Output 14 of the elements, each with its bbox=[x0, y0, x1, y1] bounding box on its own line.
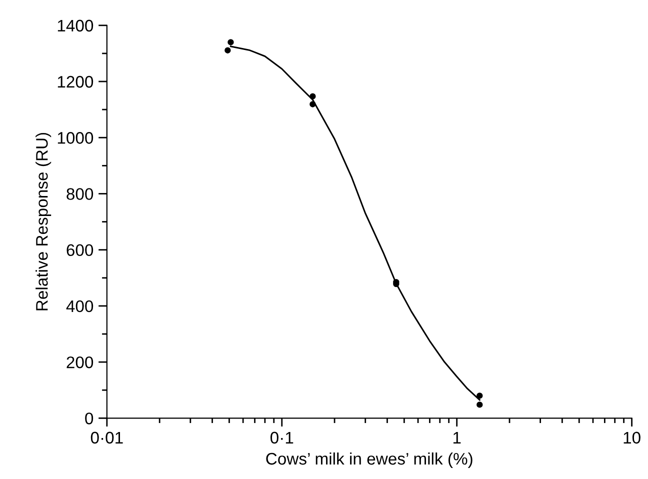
y-tick-label: 1400 bbox=[58, 20, 94, 32]
y-axis-title: Relative Response (RU) bbox=[36, 132, 52, 310]
x-axis-title: Cows’ milk in ewes’ milk (%) bbox=[266, 452, 472, 468]
y-tick-label: 0 bbox=[85, 412, 94, 424]
x-tick-label: 0·1 bbox=[270, 432, 294, 444]
y-tick-label: 800 bbox=[66, 188, 94, 200]
y-tick-label: 1000 bbox=[58, 132, 94, 144]
x-tick-label: 1 bbox=[453, 432, 461, 444]
x-tick-label: 10 bbox=[624, 432, 640, 444]
y-tick-label: 1200 bbox=[58, 76, 94, 88]
y-tick-label: 600 bbox=[66, 244, 94, 256]
x-tick-label: 0·01 bbox=[90, 432, 123, 444]
y-tick-label: 200 bbox=[66, 356, 94, 368]
y-tick-label: 400 bbox=[66, 300, 94, 312]
